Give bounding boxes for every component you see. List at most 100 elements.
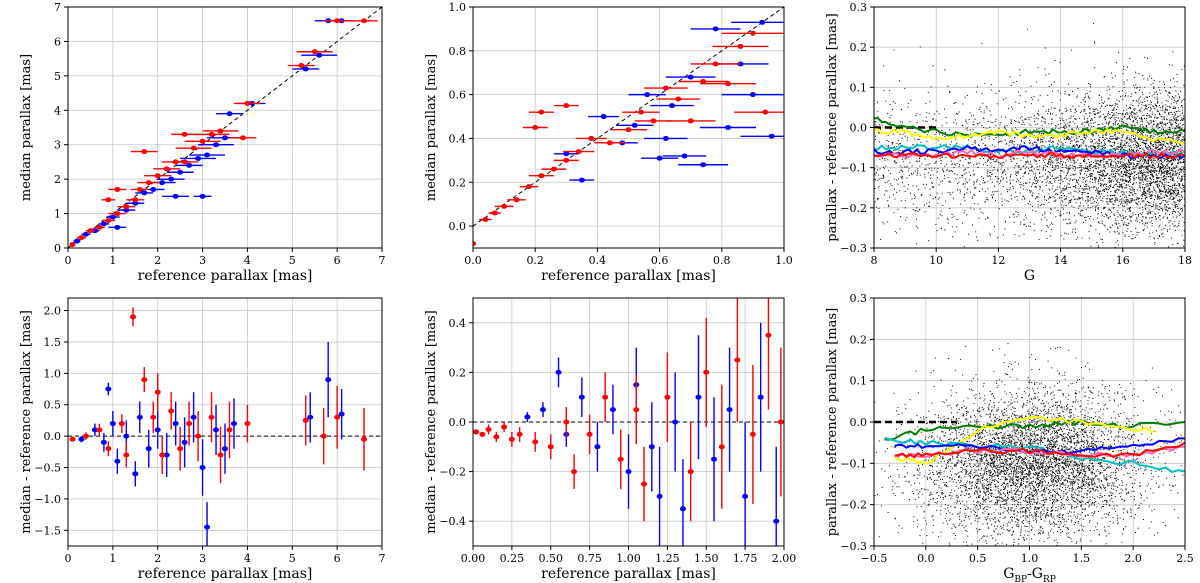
density-point bbox=[1007, 191, 1009, 193]
data-point bbox=[731, 19, 784, 25]
density-point bbox=[1038, 110, 1040, 112]
density-point bbox=[1032, 142, 1033, 144]
density-point bbox=[1068, 200, 1070, 202]
density-point bbox=[1155, 191, 1157, 193]
marker bbox=[525, 184, 532, 190]
density-point bbox=[1089, 90, 1091, 92]
density-point bbox=[962, 103, 964, 105]
density-point bbox=[1016, 171, 1018, 173]
density-point bbox=[1104, 116, 1106, 118]
density-point bbox=[1161, 162, 1163, 164]
density-point bbox=[1137, 143, 1138, 145]
density-point bbox=[1143, 200, 1145, 202]
marker bbox=[82, 231, 89, 237]
density-point bbox=[1048, 110, 1049, 112]
density-point bbox=[1121, 180, 1123, 182]
density-point bbox=[1177, 169, 1179, 171]
data-point bbox=[712, 43, 769, 49]
density-point bbox=[1082, 177, 1084, 178]
density-point bbox=[921, 163, 923, 165]
density-point bbox=[1092, 218, 1094, 220]
density-point bbox=[1030, 85, 1032, 87]
density-point bbox=[905, 157, 907, 159]
density-point bbox=[1171, 160, 1173, 161]
density-point bbox=[1164, 170, 1166, 172]
density-point bbox=[1141, 170, 1143, 171]
density-point bbox=[1143, 143, 1145, 144]
density-point bbox=[1104, 206, 1106, 208]
density-point bbox=[1154, 215, 1156, 217]
density-point bbox=[1098, 124, 1100, 125]
density-point bbox=[899, 228, 901, 230]
density-point bbox=[1085, 134, 1087, 136]
density-point bbox=[975, 231, 977, 233]
density-point bbox=[1133, 199, 1135, 201]
density-point bbox=[919, 46, 921, 48]
density-point bbox=[990, 175, 992, 177]
density-point bbox=[1162, 164, 1164, 166]
density-point bbox=[1134, 125, 1136, 126]
density-point bbox=[1128, 208, 1130, 210]
density-point bbox=[907, 137, 909, 139]
density-point bbox=[1120, 184, 1122, 186]
density-point bbox=[1123, 145, 1125, 146]
density-point bbox=[1119, 214, 1121, 216]
density-point bbox=[1115, 189, 1117, 191]
density-point bbox=[1129, 207, 1131, 209]
density-point bbox=[1106, 216, 1108, 218]
density-point bbox=[1179, 174, 1180, 175]
marker bbox=[302, 66, 309, 72]
density-point bbox=[1076, 199, 1078, 201]
density-point bbox=[1098, 167, 1099, 169]
density-point bbox=[1174, 127, 1176, 129]
density-point bbox=[1057, 159, 1059, 161]
density-point bbox=[1098, 139, 1100, 141]
density-point bbox=[1169, 194, 1171, 196]
density-point bbox=[1009, 140, 1011, 142]
density-point bbox=[1139, 110, 1141, 112]
density-point bbox=[1065, 174, 1067, 176]
density-point bbox=[1068, 201, 1070, 203]
density-point bbox=[1128, 163, 1130, 165]
density-point bbox=[1079, 112, 1081, 113]
density-point bbox=[1036, 178, 1037, 179]
density-point bbox=[1032, 195, 1033, 197]
density-point bbox=[1146, 170, 1148, 172]
density-point bbox=[1149, 178, 1151, 180]
density-point bbox=[1172, 123, 1174, 125]
density-point bbox=[1078, 141, 1080, 143]
density-point bbox=[1169, 120, 1171, 122]
density-point bbox=[958, 111, 960, 113]
density-point bbox=[1116, 99, 1118, 101]
density-point bbox=[1137, 175, 1139, 177]
density-point bbox=[1062, 187, 1064, 189]
density-point bbox=[877, 180, 879, 182]
density-point bbox=[1044, 211, 1046, 213]
density-point bbox=[1110, 151, 1112, 153]
density-point bbox=[1175, 110, 1177, 112]
density-point bbox=[1175, 107, 1177, 109]
density-point bbox=[1153, 201, 1155, 203]
density-point bbox=[1158, 198, 1160, 200]
density-point bbox=[953, 122, 955, 124]
density-point bbox=[904, 207, 906, 209]
density-point bbox=[1183, 230, 1185, 232]
density-point bbox=[1173, 97, 1175, 99]
density-point bbox=[1140, 150, 1142, 152]
density-point bbox=[1005, 143, 1007, 145]
density-point bbox=[1094, 117, 1096, 118]
density-point bbox=[993, 158, 995, 160]
density-point bbox=[1122, 232, 1124, 234]
density-point bbox=[1001, 176, 1003, 178]
density-point bbox=[1172, 163, 1174, 165]
density-point bbox=[1150, 148, 1152, 150]
density-point bbox=[1029, 221, 1031, 223]
density-point bbox=[1181, 105, 1183, 106]
density-point bbox=[988, 175, 990, 177]
density-point bbox=[1146, 185, 1148, 187]
density-point bbox=[1113, 117, 1115, 119]
density-point bbox=[1117, 117, 1119, 119]
density-point bbox=[1133, 138, 1135, 139]
density-point bbox=[1150, 173, 1151, 175]
density-point bbox=[1169, 191, 1171, 192]
